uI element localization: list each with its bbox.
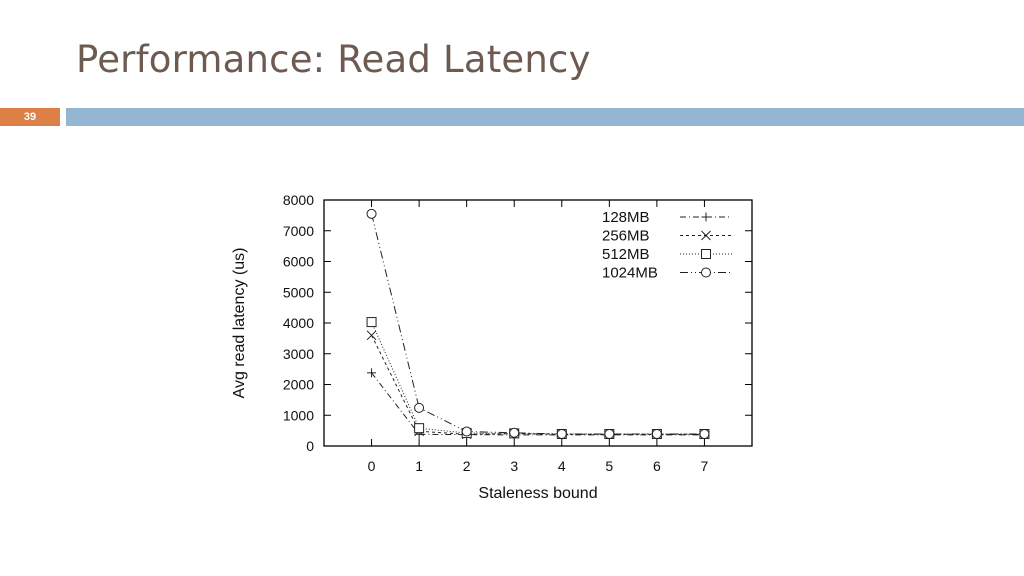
y-tick-label: 2000 bbox=[283, 377, 314, 393]
circle-marker bbox=[461, 426, 472, 437]
legend-label: 128MB bbox=[602, 209, 650, 226]
circle-marker bbox=[651, 429, 662, 440]
axis-ticks: 0 1000 2000 3000 4000 5000 6000 7000 8000 0 1 2 3 4 5 6… bbox=[283, 192, 752, 474]
x-tick-label: 3 bbox=[510, 458, 518, 474]
x-tick-label: 4 bbox=[558, 458, 566, 474]
series-line bbox=[371, 213, 705, 435]
circle-marker bbox=[701, 267, 711, 278]
square-marker bbox=[701, 249, 711, 259]
y-tick-label: 0 bbox=[306, 438, 314, 454]
header-divider-bar bbox=[66, 108, 1024, 126]
series-line bbox=[371, 372, 705, 436]
y-tick-label: 8000 bbox=[283, 192, 314, 208]
y-tick-label: 1000 bbox=[283, 407, 314, 423]
cross-marker bbox=[366, 330, 377, 341]
legend-label: 1024MB bbox=[602, 265, 658, 282]
circle-marker bbox=[699, 429, 710, 440]
circle-marker bbox=[414, 402, 425, 413]
cross-marker bbox=[701, 230, 711, 241]
series-256mb bbox=[366, 330, 710, 440]
x-tick-label: 2 bbox=[463, 458, 471, 474]
slide-title: Performance: Read Latency bbox=[76, 38, 591, 81]
legend-label: 256MB bbox=[602, 228, 650, 245]
y-tick-label: 6000 bbox=[283, 254, 314, 270]
circle-marker bbox=[366, 208, 377, 219]
y-tick-label: 4000 bbox=[283, 315, 314, 331]
square-marker bbox=[366, 317, 377, 328]
y-axis-label: Avg read latency (us) bbox=[231, 248, 248, 399]
x-tick-label: 7 bbox=[701, 458, 709, 474]
square-marker bbox=[414, 423, 425, 434]
legend-label: 512MB bbox=[602, 246, 650, 263]
series-line bbox=[371, 335, 705, 435]
circle-marker bbox=[604, 429, 615, 440]
series-1024mb bbox=[366, 208, 710, 440]
x-axis-label: Staleness bound bbox=[478, 485, 597, 502]
circle-marker bbox=[509, 427, 520, 438]
circle-marker bbox=[556, 429, 567, 440]
series-layer bbox=[366, 208, 710, 440]
x-tick-label: 0 bbox=[368, 458, 376, 474]
x-tick-label: 1 bbox=[415, 458, 423, 474]
series-line bbox=[371, 321, 705, 435]
plot-frame bbox=[323, 199, 753, 447]
page-number-badge: 39 bbox=[0, 108, 60, 126]
series-512mb bbox=[366, 317, 710, 440]
y-tick-label: 7000 bbox=[283, 223, 314, 239]
y-tick-label: 3000 bbox=[283, 346, 314, 362]
y-tick-label: 5000 bbox=[283, 284, 314, 300]
x-tick-label: 5 bbox=[605, 458, 613, 474]
x-tick-label: 6 bbox=[653, 458, 661, 474]
